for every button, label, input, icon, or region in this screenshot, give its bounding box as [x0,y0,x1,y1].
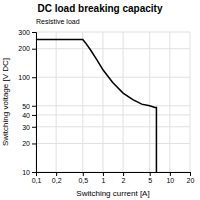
y-grid-line [36,48,190,49]
x-tick: 20 [187,172,195,184]
title: DC load breaking capacity [37,3,162,14]
x-tick: 1 [101,172,105,184]
x-grid-line [82,32,83,172]
x-tick-mark [83,172,84,176]
x-tick-mark [150,172,151,176]
subtitle: Resistive load [36,18,80,25]
data [36,40,156,172]
y-tick-mark [32,172,36,173]
plot-area: 0,1 0,2 0,5 1 2 5 10 20 10 20 30 40 50 100 200 300 [18,29,194,184]
x-tick-mark [123,172,124,176]
y-tick-mark [32,106,36,107]
y-tick-mark [32,127,36,128]
x-tick-mark [170,172,171,176]
y-grid-line [36,77,190,78]
x-tick-mark [56,172,57,176]
x-tick-label: 5 [148,177,152,184]
y-grid-line [36,126,190,127]
y-axis-line [32,33,37,173]
x-grid-line [190,32,191,172]
y-tick: 10 [22,169,36,176]
y-tick: 50 [22,102,36,109]
y-tick-label: 300 [18,29,30,36]
y-tick-label: 40 [22,112,30,119]
x-grid-line [149,32,150,172]
y-tick-label: 10 [22,169,30,176]
y-tick: 300 [18,29,36,36]
x-tick-label: 20 [187,177,195,184]
y-tick-mark [32,49,36,50]
x-grid-line [169,32,170,172]
x-tick-label: 0,2 [52,177,62,184]
y-tick: 200 [18,45,36,52]
y-tick-mark [32,32,36,33]
x-tick: 0,1 [32,172,42,184]
y-tick-label: 100 [18,74,30,81]
y-grid-line [36,143,190,144]
x-axis-title: Switching current [A] [76,189,149,198]
y-tick-label: 20 [22,140,30,147]
x-tick-mark [190,172,191,176]
curve [36,40,156,172]
y-grid-line [36,105,190,106]
chart: DC load breaking capacity Resistive load 0… [0,0,200,200]
y-tick: 40 [22,112,36,119]
x-axis: 0,1 0,2 0,5 1 2 5 10 20 [32,172,195,184]
y-tick: 20 [22,140,36,147]
x-tick-label: 0,1 [32,177,42,184]
y-tick-mark [32,115,36,116]
x-tick-label: 10 [166,177,174,184]
x-tick: 0,5 [78,172,88,184]
x-grid-line [56,32,57,172]
y-axis-title: Switching voltage [V DC] [1,58,10,146]
y-tick-mark [32,77,36,78]
y-tick-label: 50 [22,102,30,109]
y-tick: 100 [18,74,36,81]
grid [36,32,190,172]
y-axis: 10 20 30 40 50 100 200 300 [18,29,36,176]
y-grid-line [36,114,190,115]
y-tick: 30 [22,124,36,131]
x-tick: 2 [122,172,126,184]
y-tick-mark [32,143,36,144]
x-tick-label: 0,5 [78,177,88,184]
y-grid-line [36,32,190,33]
x-tick-label: 1 [101,177,105,184]
y-tick-label: 30 [22,124,30,131]
x-tick-mark [103,172,104,176]
x-axis-line [37,173,191,177]
y-tick-label: 200 [18,45,30,52]
x-tick: 10 [166,172,174,184]
x-grid-line [102,32,103,172]
x-tick: 5 [148,172,152,184]
x-tick-label: 2 [122,177,126,184]
x-grid-line [123,32,124,172]
x-tick: 0,2 [52,172,62,184]
